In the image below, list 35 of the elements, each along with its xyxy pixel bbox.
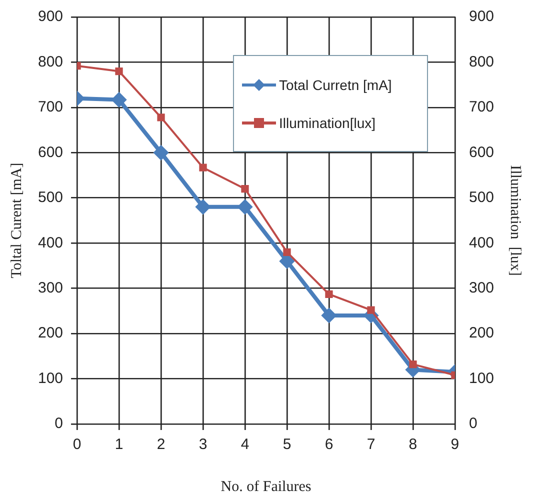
x-tick-label: 4	[240, 436, 250, 454]
y2-tick-label: 400	[468, 234, 494, 252]
y2-tick-label: 100	[468, 370, 494, 387]
y-tick-label: 300	[38, 279, 64, 296]
legend-label: Total Curretn [mA]	[279, 77, 392, 93]
y-tick-label: 500	[38, 189, 64, 206]
x-tick-label: 5	[282, 436, 292, 454]
x-tick-label: 8	[408, 436, 418, 454]
x-tick-label: 1	[114, 436, 124, 454]
x-tick-label: 7	[366, 436, 376, 454]
y2-tick-label: 900	[468, 8, 494, 26]
x-axis-title: No. of Failures	[220, 478, 312, 495]
y-tick-label: 600	[38, 144, 64, 161]
y-tick-label: 900	[38, 8, 64, 26]
legend-label: Illumination[lux]	[279, 115, 376, 131]
x-tick-label: 0	[72, 436, 82, 454]
y-tick-label: 400	[38, 234, 64, 252]
y-tick-label: 0	[54, 415, 64, 432]
y2-axis-title: Illumination [lux]	[507, 165, 524, 276]
y2-tick-label: 200	[468, 324, 494, 342]
y2-tick-label: 700	[468, 98, 494, 116]
y2-tick-label: 500	[468, 189, 494, 206]
y-tick-label: 100	[38, 370, 64, 387]
y-axis-title: Toltal Curent [mA]	[8, 162, 25, 278]
y-tick-label: 700	[38, 98, 64, 116]
x-tick-label: 9	[450, 436, 460, 454]
y2-tick-label: 0	[468, 415, 478, 432]
x-tick-label: 2	[156, 436, 166, 454]
x-tick-label: 6	[324, 436, 334, 454]
y2-tick-label: 300	[468, 279, 494, 296]
y2-tick-label: 800	[468, 53, 494, 70]
x-tick-label: 3	[198, 436, 208, 454]
y2-tick-label: 600	[468, 144, 494, 161]
y-tick-label: 200	[38, 324, 64, 342]
y-tick-label: 800	[38, 53, 64, 70]
